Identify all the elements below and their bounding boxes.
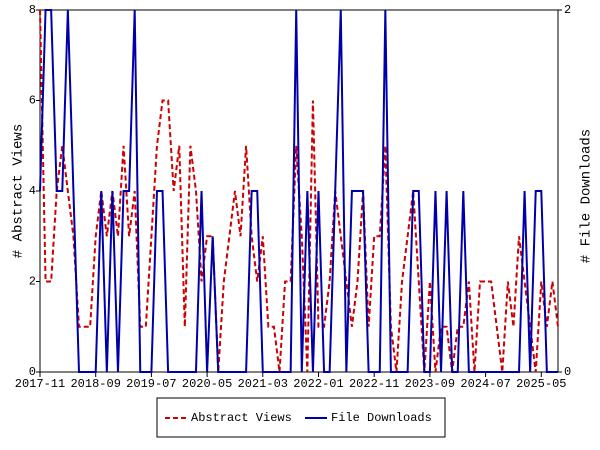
y2-tick-label: 2 — [564, 3, 571, 17]
legend-label: File Downloads — [331, 411, 432, 425]
y-tick-label: 8 — [29, 3, 36, 17]
y2-tick-label: 0 — [564, 365, 571, 379]
x-tick-label: 2017-11 — [15, 377, 65, 391]
x-tick-label: 2021-03 — [238, 377, 288, 391]
y-tick-label: 6 — [29, 94, 36, 108]
x-tick-label: 2018-09 — [70, 377, 120, 391]
y-axis-title: # Abstract Views — [11, 124, 27, 258]
y2-axis-title: # File Downloads — [579, 129, 595, 263]
legend-label: Abstract Views — [191, 411, 292, 425]
x-tick-label: 2019-07 — [126, 377, 176, 391]
legend-box — [156, 397, 446, 438]
y-tick-label: 4 — [29, 184, 36, 198]
x-tick-label: 2022-01 — [293, 377, 343, 391]
y-tick-label: 0 — [29, 365, 36, 379]
x-tick-label: 2024-07 — [460, 377, 510, 391]
x-tick-label: 2023-09 — [405, 377, 455, 391]
y-tick-label: 2 — [29, 275, 36, 289]
series-line — [39, 9, 558, 373]
x-tick-label: 2025-05 — [516, 377, 566, 391]
x-tick-label: 2020-05 — [182, 377, 232, 391]
series-line — [39, 9, 559, 373]
x-tick-label: 2022-11 — [349, 377, 399, 391]
